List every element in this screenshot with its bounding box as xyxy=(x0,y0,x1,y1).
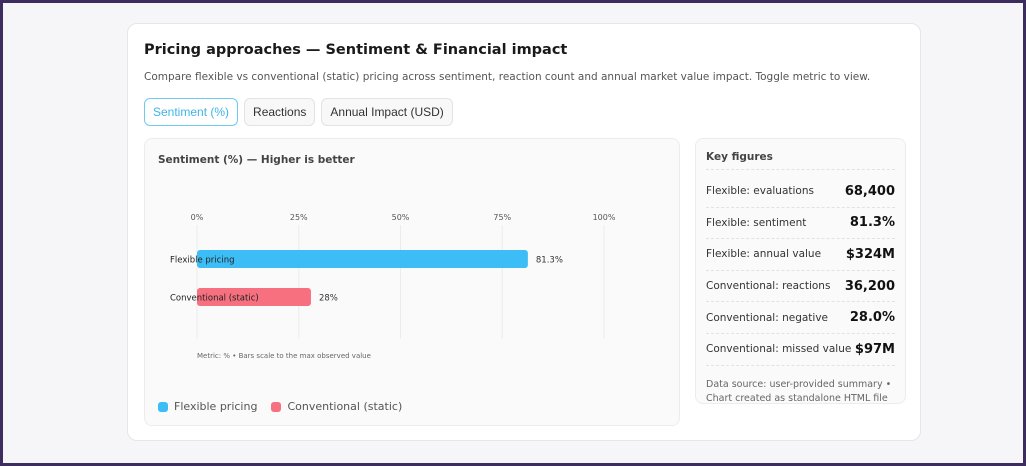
key-figures-panel: Key figures Flexible: evaluations 68,400 F… xyxy=(695,138,906,404)
tick-label: 50% xyxy=(392,213,410,222)
key-figure-value: 36,200 xyxy=(844,278,895,294)
key-figure-label: Flexible: evaluations xyxy=(706,185,814,198)
legend-label: Conventional (static) xyxy=(287,400,403,413)
category-label: Flexible pricing xyxy=(170,256,234,266)
tab-annual-impact[interactable]: Annual Impact (USD) xyxy=(321,98,453,126)
key-figure-row: Flexible: annual value $324M xyxy=(706,239,895,271)
chart-note: Metric: % • Bars scale to the max observ… xyxy=(197,352,371,360)
key-figures-title: Key figures xyxy=(706,151,895,170)
data-label: 28% xyxy=(319,294,338,304)
legend-swatch xyxy=(271,401,282,412)
key-figure-label: Flexible: sentiment xyxy=(706,216,807,229)
key-figure-value: $97M xyxy=(854,341,895,357)
page-title: Pricing approaches — Sentiment & Financi… xyxy=(144,42,568,58)
chart-panel: Sentiment (%) — Higher is better 0% 25% 50… xyxy=(144,138,680,426)
key-figure-row: Flexible: sentiment 81.3% xyxy=(706,208,895,240)
chart-title: Sentiment (%) — Higher is better xyxy=(158,154,355,166)
tick-label: 0% xyxy=(191,213,204,222)
key-figure-row: Conventional: missed value $97M xyxy=(706,334,895,366)
metric-tabs: Sentiment (%) Reactions Annual Impact (U… xyxy=(144,98,453,126)
tick-label: 100% xyxy=(593,213,616,222)
data-label: 81.3% xyxy=(536,256,563,266)
key-figure-row: Flexible: evaluations 68,400 xyxy=(706,176,895,208)
legend-label: Flexible pricing xyxy=(174,400,258,413)
card: Pricing approaches — Sentiment & Financi… xyxy=(127,23,921,441)
bar-flexible xyxy=(197,250,528,268)
key-figure-row: Conventional: reactions 36,200 xyxy=(706,271,895,303)
key-figure-label: Conventional: missed value xyxy=(706,343,852,356)
legend-item-conventional: Conventional (static) xyxy=(271,400,402,413)
tab-reactions[interactable]: Reactions xyxy=(244,98,316,126)
tab-sentiment[interactable]: Sentiment (%) xyxy=(144,98,239,126)
tick-label: 25% xyxy=(290,213,308,222)
tick-label: 75% xyxy=(493,213,511,222)
key-figure-value: 81.3% xyxy=(849,215,895,231)
key-figure-label: Flexible: annual value xyxy=(706,248,822,261)
key-figure-value: 68,400 xyxy=(844,183,895,199)
category-label: Conventional (static) xyxy=(170,294,259,304)
bar-conventional xyxy=(197,288,311,306)
legend-swatch xyxy=(158,401,168,412)
data-source-note: Data source: user-provided summary • Cha… xyxy=(706,378,892,404)
legend-item-flexible: Flexible pricing xyxy=(158,400,257,413)
key-figure-value: $324M xyxy=(845,246,895,262)
page-subtitle: Compare flexible vs conventional (static… xyxy=(144,71,871,83)
legend: Flexible pricing Conventional (static) xyxy=(158,400,402,413)
key-figure-value: 28.0% xyxy=(849,310,895,326)
key-figure-label: Conventional: reactions xyxy=(706,280,831,293)
key-figure-row: Conventional: negative 28.0% xyxy=(706,302,895,334)
bar-chart: 0% 25% 50% 75% 100% Flexible pricing 81.3% Conv… xyxy=(170,213,616,360)
key-figure-label: Conventional: negative xyxy=(706,311,829,324)
